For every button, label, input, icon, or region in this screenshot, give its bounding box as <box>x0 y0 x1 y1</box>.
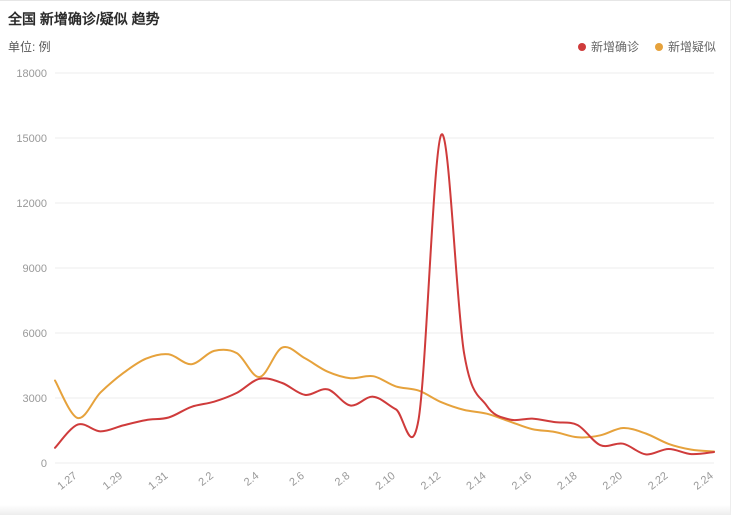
y-axis-tick-label: 12000 <box>16 198 47 210</box>
series-line-新增疑似 <box>54 345 715 453</box>
x-axis-tick-label: 2.24 <box>692 470 716 493</box>
x-axis-tick-label: 2.8 <box>333 470 352 489</box>
x-axis-tick-label: 1.29 <box>101 470 125 493</box>
legend-item-0[interactable]: 新增确诊 <box>577 38 639 55</box>
y-axis-tick-label: 9000 <box>23 263 47 275</box>
unit-label: 单位: 例 <box>8 40 51 54</box>
y-axis-tick-label: 18000 <box>16 68 47 80</box>
y-axis-tick-label: 15000 <box>16 133 47 145</box>
y-axis-tick-label: 3000 <box>23 393 47 405</box>
x-axis-tick-label: 2.6 <box>287 470 306 489</box>
chart-title: 全国 新增确诊/疑似 趋势 <box>8 11 160 27</box>
x-axis-tick-label: 2.18 <box>555 470 579 493</box>
x-axis-tick-label: 2.16 <box>510 470 534 493</box>
y-axis-tick-label: 6000 <box>23 328 47 340</box>
x-axis-tick-label: 2.12 <box>419 470 443 493</box>
y-axis-tick-label: 0 <box>41 458 47 470</box>
x-axis-tick-label: 2.10 <box>373 470 397 493</box>
legend-dot-icon <box>654 42 663 51</box>
x-axis-tick-label: 2.14 <box>464 470 488 493</box>
legend: 新增确诊 新增疑似 <box>577 38 716 55</box>
x-axis-tick-label: 2.2 <box>196 470 215 489</box>
x-axis-tick-label: 2.20 <box>601 470 625 493</box>
x-axis-tick-label: 1.31 <box>146 470 170 493</box>
legend-label: 新增疑似 <box>667 40 716 54</box>
x-axis-tick-label: 2.4 <box>242 470 261 489</box>
legend-dot-icon <box>577 42 586 51</box>
x-axis-tick-label: 1.27 <box>55 470 79 493</box>
x-axis-tick-label: 2.22 <box>646 470 670 493</box>
series-line-新增确诊 <box>54 133 715 456</box>
legend-item-1[interactable]: 新增疑似 <box>654 38 716 55</box>
legend-label: 新增确诊 <box>590 40 639 54</box>
